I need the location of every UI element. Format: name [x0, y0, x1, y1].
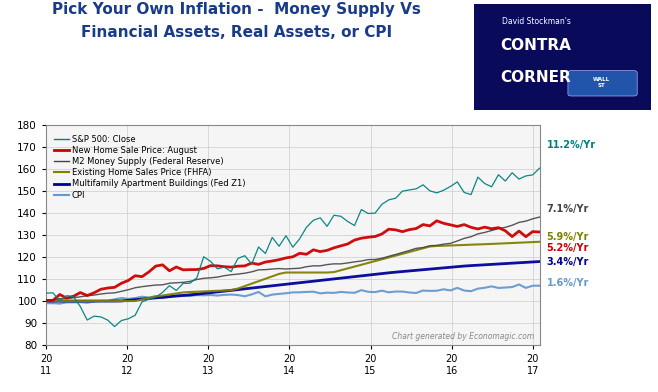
Text: David Stockman's: David Stockman's — [501, 16, 570, 25]
Text: 1.6%/Yr: 1.6%/Yr — [547, 278, 589, 289]
Text: CONTRA: CONTRA — [501, 38, 571, 53]
Legend: S&P 500: Close, New Home Sale Price: August, M2 Money Supply (Federal Reserve), : S&P 500: Close, New Home Sale Price: Aug… — [50, 132, 249, 203]
FancyBboxPatch shape — [568, 71, 637, 96]
Text: WALL
ST: WALL ST — [593, 77, 610, 88]
Text: Chart generated by Economagic.com: Chart generated by Economagic.com — [392, 332, 534, 341]
Text: Pick Your Own Inflation -  Money Supply Vs: Pick Your Own Inflation - Money Supply V… — [53, 2, 421, 17]
Text: CORNER: CORNER — [501, 69, 571, 85]
Text: 5.2%/Yr: 5.2%/Yr — [547, 243, 589, 253]
Text: 5.9%/Yr: 5.9%/Yr — [547, 232, 589, 242]
Text: Financial Assets, Real Assets, or CPI: Financial Assets, Real Assets, or CPI — [82, 25, 392, 40]
Text: 7.1%/Yr: 7.1%/Yr — [547, 204, 589, 214]
Text: 3.4%/Yr: 3.4%/Yr — [547, 256, 589, 267]
Text: 11.2%/Yr: 11.2%/Yr — [547, 140, 595, 150]
